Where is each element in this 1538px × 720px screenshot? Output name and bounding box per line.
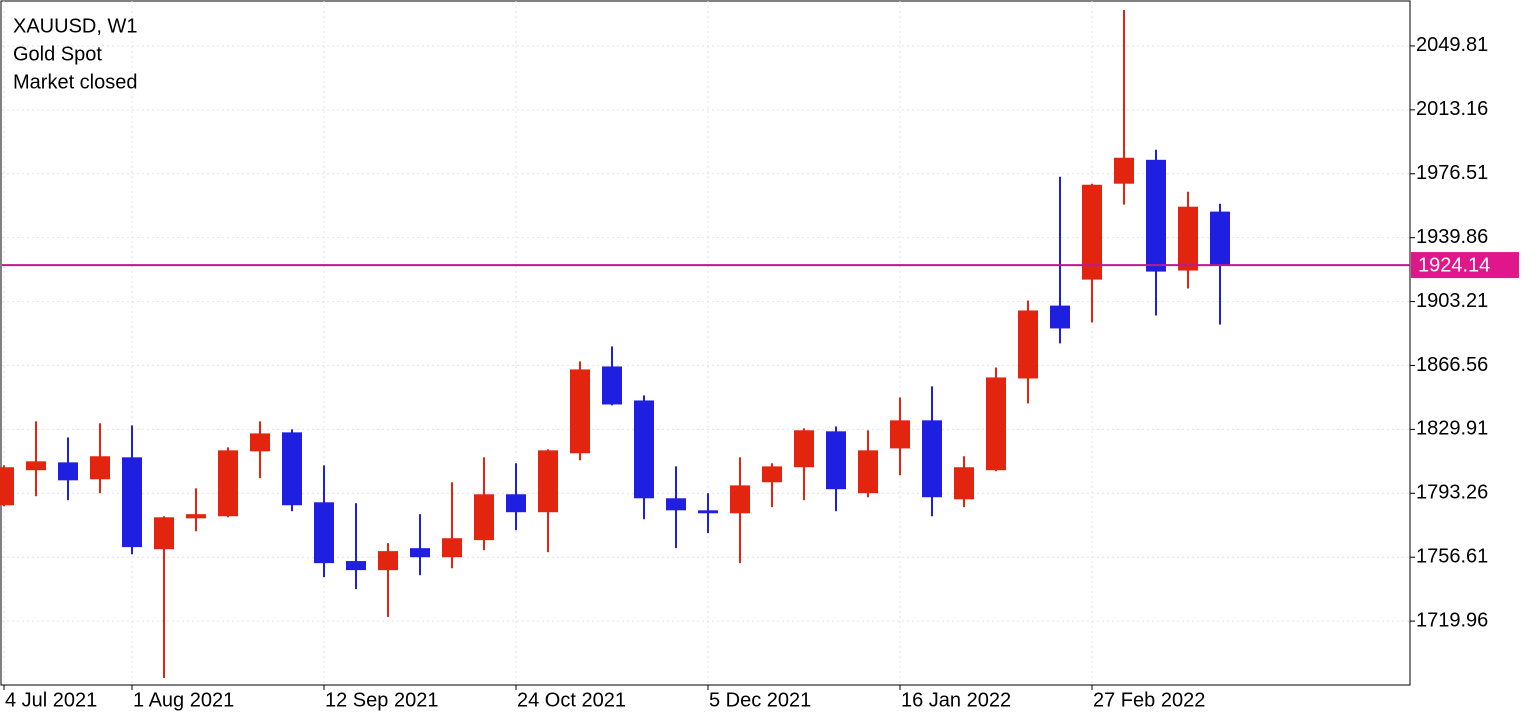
x-tick-label: 27 Feb 2022: [1093, 689, 1205, 711]
candle-body: [90, 456, 110, 480]
y-tick-label: 1976.51: [1416, 162, 1488, 184]
y-tick-label: 1829.91: [1416, 418, 1488, 440]
y-tick-label: 2013.16: [1416, 98, 1488, 120]
candle-body: [378, 551, 398, 571]
chart-subtitle: Gold Spot: [13, 43, 102, 65]
y-tick-label: 2049.81: [1416, 34, 1488, 56]
y-tick-label: 1756.61: [1416, 545, 1488, 567]
candle-body: [922, 420, 942, 498]
candle-body: [1178, 206, 1198, 271]
candle-body: [666, 498, 686, 511]
candle-body: [410, 548, 430, 558]
candle-body: [634, 400, 654, 499]
candle-body: [794, 430, 814, 468]
y-tick-label: 1719.96: [1416, 609, 1488, 631]
candle-body: [602, 366, 622, 405]
y-tick-label: 1903.21: [1416, 290, 1488, 312]
grid: [2, 1, 1410, 685]
candle-body: [474, 494, 494, 541]
candle-body: [506, 494, 526, 513]
candle-body: [762, 466, 782, 483]
candle-body: [986, 377, 1006, 471]
y-tick-label: 1793.26: [1416, 482, 1488, 504]
candle-body: [1018, 310, 1038, 379]
y-tick-label: 1939.86: [1416, 226, 1488, 248]
candle-body: [282, 432, 302, 506]
candle-body: [1082, 184, 1102, 280]
chart-title: XAUUSD, W1: [13, 15, 137, 37]
candle-body: [730, 485, 750, 514]
x-tick-label: 24 Oct 2021: [517, 689, 626, 711]
candle-body: [186, 514, 206, 519]
y-tick-label: 1866.56: [1416, 354, 1488, 376]
x-tick-label: 4 Jul 2021: [5, 689, 97, 711]
candle-body: [698, 510, 718, 514]
price-label-bg: [1411, 252, 1519, 279]
candle-body: [154, 517, 174, 550]
candle-body: [58, 462, 78, 481]
candle-body: [1146, 159, 1166, 272]
candle-body: [538, 450, 558, 513]
market-status: Market closed: [13, 71, 138, 93]
candle-body: [858, 450, 878, 494]
candle-body: [890, 420, 910, 449]
x-tick-label: 16 Jan 2022: [901, 689, 1011, 711]
axes: 1719.96 1756.61 1793.26 1829.91 1866.56 1903.…: [3, 34, 1519, 711]
candle-body: [346, 561, 366, 571]
x-tick-label: 5 Dec 2021: [709, 689, 811, 711]
candle-body: [26, 461, 46, 471]
candle-body: [122, 457, 142, 548]
candle-body: [826, 431, 846, 490]
candle-body: [442, 538, 462, 558]
candle-body: [1050, 305, 1070, 329]
candle-body: [1114, 157, 1134, 184]
candles: [0, 10, 1410, 679]
candle-body: [0, 467, 14, 506]
plot-frame: [0, 0, 1411, 686]
candle-body: [1210, 211, 1230, 266]
price-label: 1924.14: [1418, 254, 1490, 276]
candle-body: [250, 433, 270, 452]
candle-body: [570, 369, 590, 454]
candle-body: [218, 450, 238, 517]
candle-body: [954, 467, 974, 500]
candle-body: [314, 502, 334, 564]
x-tick-label: 12 Sep 2021: [325, 689, 438, 711]
x-tick-label: 1 Aug 2021: [133, 689, 234, 711]
